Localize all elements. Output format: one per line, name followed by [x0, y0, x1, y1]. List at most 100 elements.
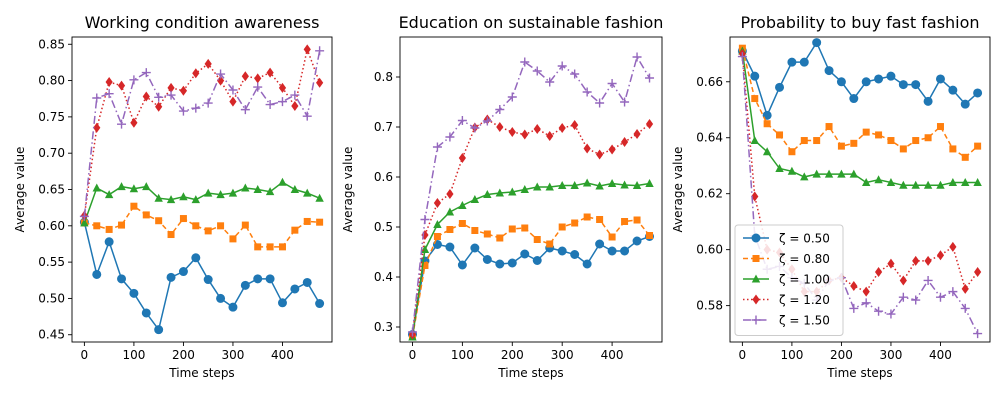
data-point — [813, 137, 821, 145]
data-point — [166, 195, 176, 204]
data-point — [154, 193, 163, 202]
legend-label: ζ = 1.00 — [779, 273, 830, 287]
data-point — [316, 77, 324, 88]
data-point — [179, 85, 188, 96]
data-point — [228, 188, 238, 197]
data-point — [228, 302, 238, 312]
axes-frame — [399, 36, 663, 343]
data-point — [192, 222, 200, 230]
data-point — [203, 98, 213, 108]
data-point — [936, 180, 945, 189]
y-tick-label: 0.45 — [38, 328, 65, 342]
data-point — [533, 124, 541, 134]
data-point — [898, 292, 908, 302]
data-point — [949, 241, 957, 252]
data-point — [936, 250, 945, 261]
data-point — [130, 202, 138, 210]
data-point — [458, 201, 467, 209]
data-point — [266, 67, 274, 78]
data-point — [912, 255, 920, 266]
data-point — [471, 227, 479, 234]
data-point — [595, 239, 605, 249]
data-point — [582, 87, 592, 97]
data-point — [961, 178, 970, 187]
data-point — [508, 225, 516, 233]
data-point — [849, 94, 859, 104]
data-point — [886, 178, 896, 187]
chart-title: Working condition awareness — [85, 13, 320, 32]
data-point — [874, 175, 883, 184]
data-point — [924, 134, 932, 142]
legend-marker — [751, 233, 761, 243]
data-point — [167, 231, 175, 239]
x-tick-label: 0 — [739, 348, 747, 362]
y-tick-label: 0.3 — [374, 320, 393, 334]
data-point — [824, 169, 834, 178]
series-3 — [738, 46, 982, 189]
x-tick-label: 400 — [601, 348, 624, 362]
data-point — [633, 216, 641, 224]
data-point — [203, 275, 213, 285]
y-tick-label: 0.6 — [374, 170, 393, 184]
y-tick-label: 0.8 — [374, 70, 393, 84]
data-point — [470, 243, 480, 253]
data-point — [203, 188, 213, 197]
legend-item: ζ = 0.80 — [743, 252, 830, 266]
data-point — [850, 139, 858, 147]
x-axis-label: Time steps — [497, 366, 563, 380]
data-point — [482, 255, 492, 264]
data-point — [241, 183, 250, 192]
data-point — [912, 137, 920, 145]
series-4 — [408, 114, 654, 340]
data-point — [216, 293, 226, 303]
data-point — [620, 180, 629, 189]
legend-marker — [752, 255, 760, 262]
x-tick-label: 200 — [830, 348, 853, 362]
data-point — [228, 85, 238, 95]
data-point — [521, 224, 529, 232]
data-point — [178, 106, 188, 116]
data-point — [887, 258, 895, 269]
data-point — [608, 144, 616, 155]
series-1 — [407, 232, 655, 339]
legend-label: ζ = 1.20 — [779, 293, 830, 307]
data-point — [533, 236, 541, 243]
y-tick-label: 0.85 — [38, 37, 65, 51]
series-2 — [80, 202, 324, 251]
data-point — [316, 218, 324, 226]
data-point — [129, 75, 139, 85]
data-point — [216, 75, 225, 86]
data-point — [570, 250, 580, 259]
data-point — [762, 110, 772, 120]
series-2 — [408, 213, 654, 341]
data-point — [787, 57, 797, 67]
data-point — [191, 103, 201, 113]
y-tick-label: 0.80 — [38, 74, 65, 88]
data-point — [80, 218, 89, 227]
legend-marker — [752, 294, 760, 305]
data-point — [874, 74, 884, 84]
data-point — [850, 281, 858, 292]
y-axis-label: Average value — [671, 147, 685, 233]
data-point — [240, 105, 250, 115]
chart-title: Probability to buy fast fashion — [740, 13, 979, 32]
data-point — [812, 169, 821, 178]
data-point — [117, 274, 127, 284]
data-point — [837, 169, 846, 178]
data-point — [532, 256, 542, 265]
data-point — [775, 82, 785, 92]
data-point — [420, 215, 430, 224]
data-point — [862, 128, 870, 136]
data-point — [178, 267, 188, 277]
data-point — [217, 222, 225, 230]
data-point — [130, 117, 138, 128]
data-point — [936, 123, 944, 131]
data-point — [166, 90, 176, 100]
data-point — [241, 71, 249, 82]
plot-area — [407, 52, 655, 341]
data-point — [974, 142, 982, 150]
data-point — [911, 180, 920, 189]
data-point — [620, 97, 630, 107]
data-point — [253, 82, 263, 92]
